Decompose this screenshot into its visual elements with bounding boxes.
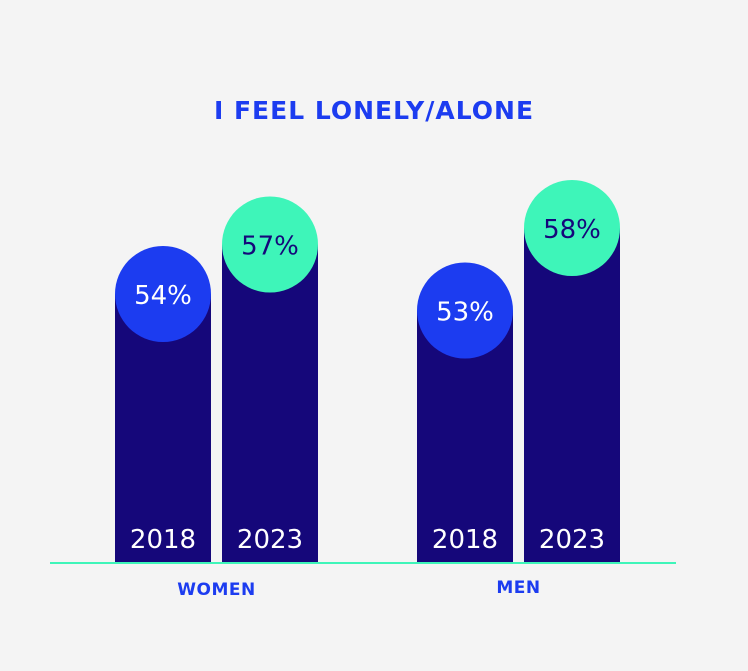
category-label-women: WOMEN [177,580,255,600]
series-label-women-2023: 2023 [237,525,303,555]
category-label-men: MEN [496,578,540,598]
value-label-men-2023: 58% [543,215,601,245]
chart-title: I FEEL LONELY/ALONE [213,96,535,125]
series-label-men-2018: 2018 [432,525,498,555]
series-label-women-2018: 2018 [130,525,196,555]
bar-men-2023 [524,228,620,562]
value-label-women-2023: 57% [241,232,299,262]
value-label-men-2018: 53% [436,298,494,328]
bar-women-2023 [222,244,318,562]
bar-cap-men-2023 [524,180,620,276]
bar-cap-women-2023 [222,196,318,293]
bar-cap-men-2018 [417,262,513,359]
bar-cap-women-2018 [115,246,211,342]
value-label-women-2018: 54% [134,281,192,311]
series-label-men-2023: 2023 [539,525,605,555]
